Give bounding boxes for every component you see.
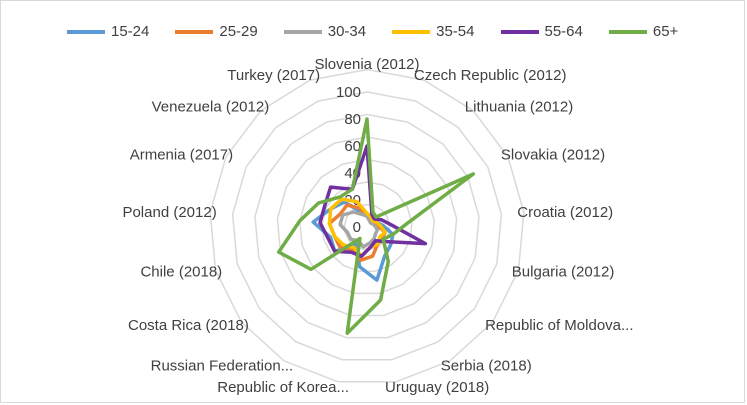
legend: 15-24 25-29 30-34 35-54 55-64 65+ [67,23,704,40]
legend-item-30-34: 30-34 [283,23,367,40]
legend-label-55-64: 55-64 [544,23,583,40]
series-line-65-plus [276,117,476,335]
category-label: Croatia (2012) [517,204,613,221]
category-label: Serbia (2018) [441,358,532,375]
series-line-30-34 [338,210,380,249]
grid-ring [254,113,480,339]
radar-grid [209,68,525,383]
series-group [276,117,476,335]
legend-label-15-24: 15-24 [111,23,150,40]
radial-tick-label: 80 [344,111,361,128]
category-label: Armenia (2017) [130,146,233,163]
category-label: Costa Rica (2018) [128,317,249,334]
legend-swatch-25-29 [175,29,214,34]
category-label: Uruguay (2018) [385,379,489,396]
legend-swatch-15-24 [67,29,105,34]
legend-swatch-55-64 [500,29,539,34]
grid-ring [231,91,503,361]
category-label: Slovenia (2012) [314,56,419,73]
legend-label-25-29: 25-29 [219,23,258,40]
category-label: Chile (2018) [140,264,222,281]
legend-label-65-plus: 65+ [652,23,679,40]
radial-tick-label: 60 [344,138,361,155]
radial-tick-label: 0 [353,219,361,236]
legend-swatch-35-54 [392,29,431,34]
category-label: Russian Federation... [151,358,294,375]
category-label: Republic of Moldova... [485,317,633,334]
category-label: Czech Republic (2012) [414,67,567,84]
legend-item-35-54: 35-54 [392,23,475,40]
legend-item-15-24: 15-24 [67,23,149,40]
category-label: Slovakia (2012) [501,146,605,163]
legend-label-35-54: 35-54 [436,23,475,40]
category-label: Republic of Korea... [217,379,349,396]
legend-item-65-plus: 65+ [608,23,679,40]
grid-ring [209,68,525,383]
category-label: Turkey (2017) [227,67,320,84]
category-label: Poland (2012) [122,204,216,221]
legend-label-30-34: 30-34 [327,23,367,40]
legend-item-55-64: 55-64 [500,23,583,40]
legend-swatch-30-34 [283,29,322,34]
category-label: Lithuania (2012) [465,99,573,116]
legend-swatch-65-plus [608,29,647,34]
category-labels: Slovenia (2012)Czech Republic (2012) Lith… [122,56,633,396]
category-label: Venezuela (2012) [152,99,270,116]
radial-tick-label: 100 [336,84,361,101]
legend-item-25-29: 25-29 [175,23,258,40]
category-label: Bulgaria (2012) [512,264,615,281]
